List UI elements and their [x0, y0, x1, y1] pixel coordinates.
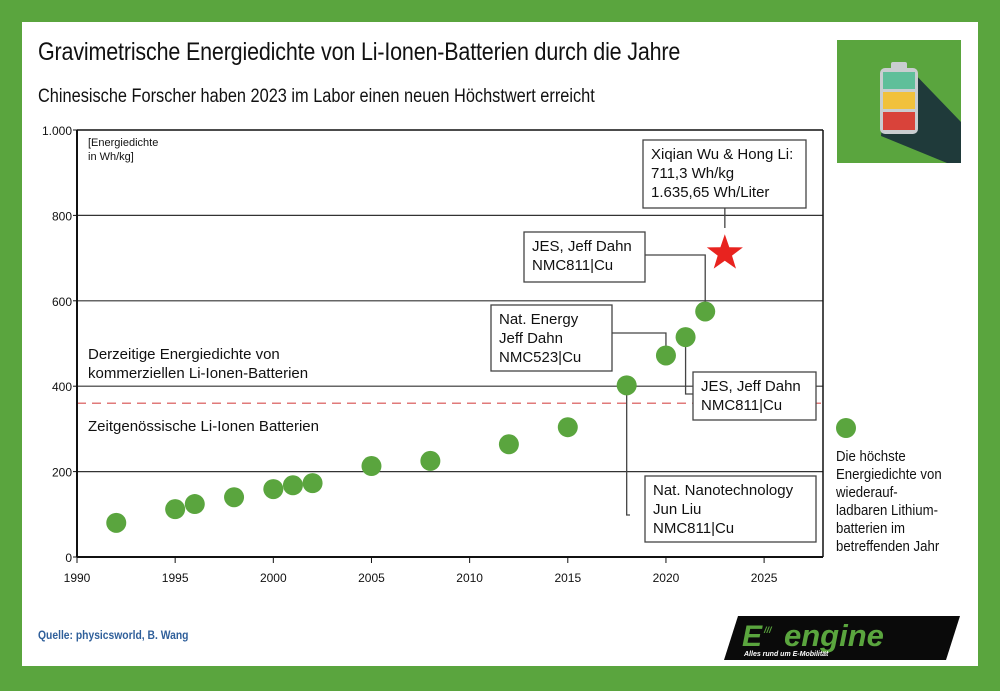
x-tick-label: 2025: [751, 571, 778, 585]
x-tick-label: 2010: [456, 571, 483, 585]
logo-tagline: Alles rund um E-Mobilität: [743, 651, 829, 658]
data-point: [557, 417, 578, 438]
data-point: [695, 301, 716, 322]
annotation-text: Xiqian Wu & Hong Li:: [651, 146, 793, 163]
y-tick-label: 800: [52, 209, 72, 223]
record-star-marker: [706, 234, 743, 269]
annotation-text: NMC811|Cu: [653, 520, 734, 537]
data-point: [165, 499, 186, 520]
data-point: [361, 456, 382, 477]
annotation-text: 711,3 Wh/kg: [651, 165, 734, 182]
reference-label-commercial: kommerziellen Li-Ionen-Batterien: [88, 365, 308, 382]
data-point: [655, 345, 676, 366]
x-tick-label: 2020: [653, 571, 680, 585]
annotation-text: Jeff Dahn: [499, 330, 563, 347]
data-point: [184, 494, 205, 515]
annotation-text: NMC811|Cu: [701, 397, 782, 414]
annotation-connector: [626, 385, 630, 516]
annotation-text: Jun Liu: [653, 501, 701, 518]
data-point: [420, 450, 441, 471]
data-point: [106, 512, 127, 533]
x-tick-label: 2015: [554, 571, 581, 585]
logo-e: E: [742, 620, 763, 653]
y-axis-label: in Wh/kg]: [88, 151, 134, 163]
reference-label-contemporary: Zeitgenössische Li-Ionen Batterien: [88, 418, 319, 435]
x-tick-label: 1995: [162, 571, 189, 585]
logo-engine: engine: [784, 618, 884, 653]
annotation-text: JES, Jeff Dahn: [701, 378, 801, 395]
data-point: [675, 327, 696, 348]
svg-text:///: ///: [763, 625, 773, 635]
data-point: [224, 487, 245, 508]
annotation-connector: [684, 337, 693, 395]
data-point: [616, 375, 637, 396]
data-point: [498, 434, 519, 455]
annotation-text: NMC811|Cu: [532, 257, 613, 274]
annotation-text: Nat. Nanotechnology: [653, 482, 794, 499]
battery-icon: [837, 40, 961, 163]
annotation-text: Nat. Energy: [499, 311, 579, 328]
y-axis-label: [Energiedichte: [88, 137, 158, 149]
y-tick-label: 0: [65, 551, 72, 565]
annotation-box: [692, 371, 817, 421]
annotation-box: [523, 231, 646, 283]
annotation-box: [642, 139, 807, 209]
y-tick-label: 1.000: [42, 124, 72, 138]
annotation-connector: [645, 254, 706, 312]
legend-dot: [836, 418, 856, 438]
annotation-text: JES, Jeff Dahn: [532, 238, 632, 255]
x-tick-label: 1990: [64, 571, 91, 585]
data-point: [263, 479, 284, 500]
e-engine-logo: E /// engine Alles rund um E-Mobilität: [724, 614, 960, 660]
reference-label-commercial: Derzeitige Energiedichte von: [88, 346, 280, 363]
y-tick-label: 200: [52, 466, 72, 480]
legend-text: Die höchste Energiedichte von wiederauf-…: [836, 448, 942, 555]
x-tick-label: 2000: [260, 571, 287, 585]
data-point: [282, 475, 303, 496]
annotation-text: NMC523|Cu: [499, 349, 581, 366]
data-point: [302, 473, 323, 494]
y-tick-label: 400: [52, 380, 72, 394]
y-tick-label: 600: [52, 295, 72, 309]
annotation-box: [490, 304, 613, 372]
x-tick-label: 2005: [358, 571, 385, 585]
annotation-text: 1.635,65 Wh/Liter: [651, 184, 769, 201]
chart-title: Gravimetrische Energiedichte von Li-Ione…: [38, 38, 681, 66]
chart-subtitle: Chinesische Forscher haben 2023 im Labor…: [38, 86, 595, 107]
source-text: Quelle: physicsworld, B. Wang: [38, 628, 189, 642]
annotation-box: [644, 475, 817, 543]
